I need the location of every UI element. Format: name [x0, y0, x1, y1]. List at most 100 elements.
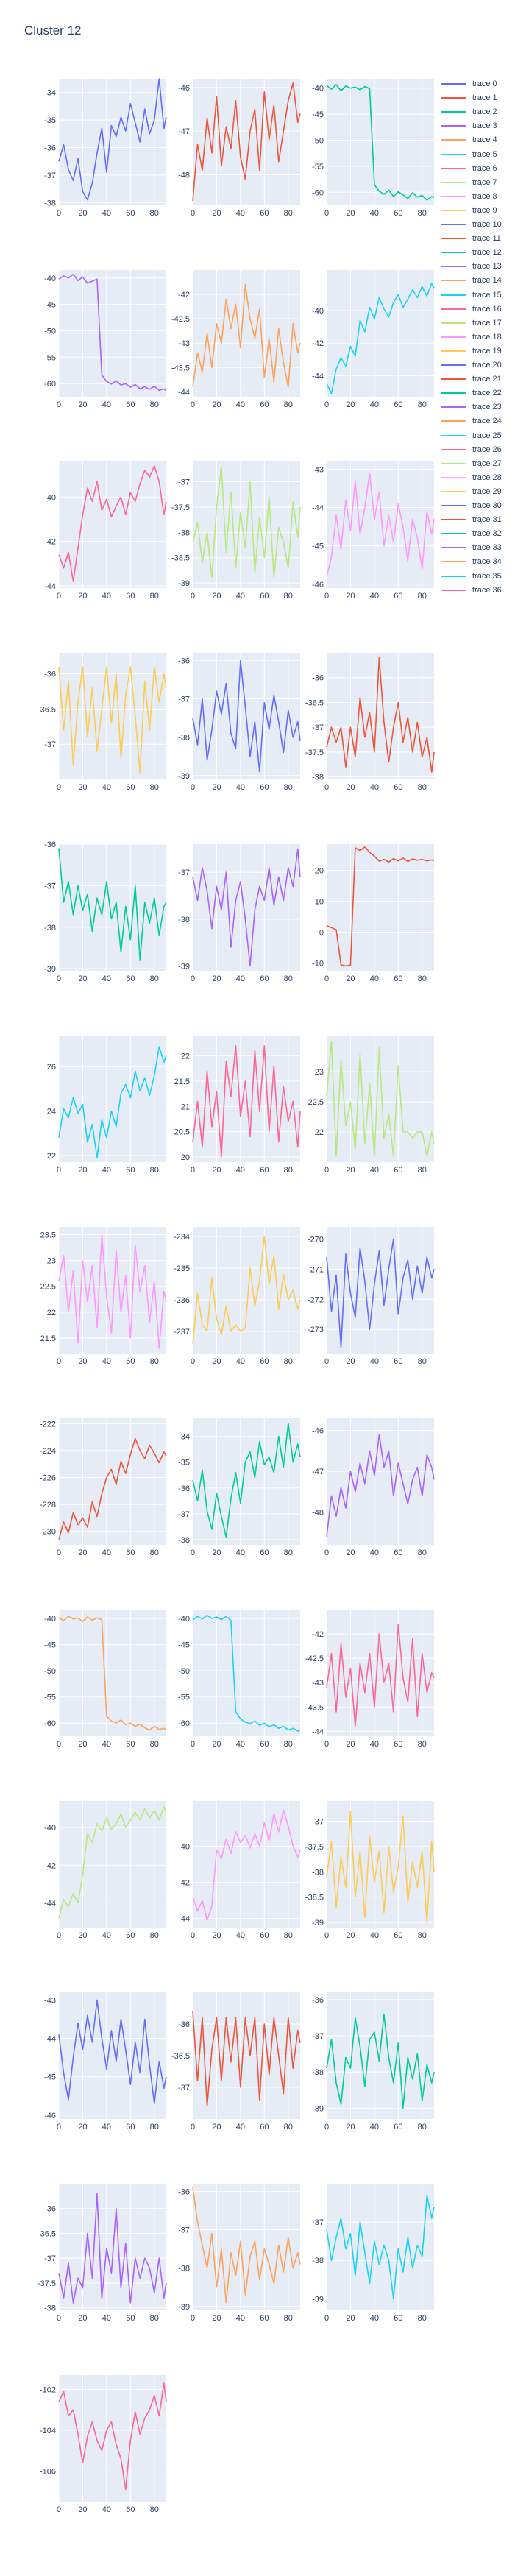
- legend-item[interactable]: trace 11: [441, 233, 501, 244]
- x-tick-label: 20: [78, 2505, 87, 2514]
- series-line-trace-33: [58, 2193, 167, 2304]
- legend-label: trace 23: [472, 403, 502, 412]
- x-tick-label: 80: [284, 783, 293, 792]
- y-tick-label: -44: [44, 2035, 56, 2044]
- plot-area: [59, 79, 166, 205]
- legend-item[interactable]: trace 23: [441, 402, 502, 412]
- y-tick-label: -38.5: [171, 554, 190, 563]
- y-tick-label: 10: [315, 898, 324, 907]
- y-tick-label: -60: [44, 380, 56, 389]
- legend-item[interactable]: trace 31: [441, 514, 502, 525]
- legend-item[interactable]: trace 2: [441, 107, 497, 117]
- legend-item[interactable]: trace 15: [441, 290, 502, 300]
- y-tick-label: -44: [44, 582, 56, 591]
- legend-item[interactable]: trace 13: [441, 261, 502, 272]
- y-tick-label: -55: [312, 163, 324, 171]
- subplot-34: 0 20 40 60 80 -39 -38 -37 -36: [178, 2184, 301, 2323]
- x-tick-label: 60: [260, 400, 269, 409]
- legend-item[interactable]: trace 21: [441, 374, 502, 384]
- legend-item[interactable]: trace 34: [441, 556, 502, 567]
- legend-item[interactable]: trace 30: [441, 500, 502, 511]
- y-tick-label: -38: [178, 2265, 190, 2274]
- x-tick-label: 40: [370, 783, 379, 792]
- x-tick-label: 0: [191, 974, 195, 983]
- legend-item[interactable]: trace 26: [441, 445, 502, 455]
- x-tick-label: 60: [126, 400, 135, 409]
- subplot-8: 0 20 40 60 80 -46 -45 -44 -43: [312, 461, 435, 601]
- legend-item[interactable]: trace 12: [441, 247, 502, 258]
- legend-item[interactable]: trace 17: [441, 318, 502, 328]
- legend-item[interactable]: trace 9: [441, 205, 497, 216]
- legend-item[interactable]: trace 24: [441, 416, 502, 426]
- x-tick-label: 60: [394, 1931, 402, 1940]
- y-tick-label: -44: [178, 388, 190, 397]
- y-tick-label: 20.5: [174, 1128, 190, 1137]
- legend-item[interactable]: trace 0: [441, 79, 497, 89]
- x-tick-label: 0: [324, 1549, 329, 1557]
- legend-item[interactable]: trace 33: [441, 542, 502, 553]
- y-tick-label: -44: [312, 372, 324, 381]
- y-tick-label: 23.5: [40, 1231, 56, 1240]
- legend-item[interactable]: trace 1: [441, 93, 497, 103]
- legend-item[interactable]: trace 4: [441, 135, 497, 145]
- legend-item[interactable]: trace 29: [441, 486, 502, 497]
- x-tick-label: 20: [212, 592, 221, 601]
- y-tick-label: -44: [178, 1915, 190, 1924]
- x-tick-label: 80: [418, 1549, 427, 1557]
- x-tick-label: 0: [57, 2314, 61, 2323]
- plot-area: [327, 1418, 434, 1545]
- legend-item[interactable]: trace 18: [441, 332, 502, 342]
- legend-item[interactable]: trace 16: [441, 304, 502, 314]
- x-tick-label: 20: [346, 1740, 355, 1749]
- subplot-32: 0 20 40 60 80 -39 -38 -37 -36: [312, 1992, 435, 2131]
- x-tick-label: 20: [346, 1549, 355, 1557]
- legend-item[interactable]: trace 7: [441, 177, 497, 188]
- legend-item[interactable]: trace 28: [441, 473, 502, 483]
- legend-item[interactable]: trace 10: [441, 219, 502, 230]
- legend-item[interactable]: trace 20: [441, 360, 502, 370]
- x-tick-label: 40: [102, 1166, 111, 1175]
- legend-item[interactable]: trace 14: [441, 275, 502, 286]
- x-tick-label: 80: [284, 1549, 293, 1557]
- x-tick-label: 40: [102, 1740, 111, 1749]
- x-tick-label: 0: [191, 400, 195, 409]
- x-tick-label: 40: [370, 209, 379, 218]
- series-line-trace-15: [58, 1046, 167, 1158]
- y-tick-label: 20: [315, 867, 324, 876]
- series-line-trace-36: [58, 2382, 167, 2491]
- legend-item[interactable]: trace 6: [441, 163, 497, 174]
- x-tick-label: 40: [236, 209, 245, 218]
- legend-item[interactable]: trace 3: [441, 121, 497, 131]
- legend-item[interactable]: trace 19: [441, 346, 502, 356]
- x-tick-label: 80: [284, 592, 293, 601]
- series-line-trace-27: [58, 1805, 167, 1919]
- series-line-trace-34: [192, 2187, 301, 2304]
- legend-item[interactable]: trace 8: [441, 191, 497, 202]
- legend-item[interactable]: trace 27: [441, 459, 502, 469]
- legend-item[interactable]: trace 32: [441, 528, 502, 539]
- legend-item[interactable]: trace 35: [441, 571, 502, 581]
- legend-swatch: [441, 392, 466, 394]
- series-line-trace-1: [192, 82, 301, 202]
- legend-item[interactable]: trace 5: [441, 149, 497, 160]
- x-tick-label: 60: [394, 2123, 402, 2131]
- legend-swatch: [441, 252, 466, 254]
- x-tick-label: 60: [394, 400, 402, 409]
- legend-item[interactable]: trace 25: [441, 431, 502, 441]
- legend-item[interactable]: trace 22: [441, 388, 502, 398]
- y-tick-label: -37: [44, 882, 56, 891]
- x-tick-label: 80: [284, 1166, 293, 1175]
- y-tick-label: -38: [312, 2068, 324, 2077]
- series-line-trace-3: [58, 273, 167, 392]
- legend-item[interactable]: trace 36: [441, 585, 502, 595]
- x-tick-label: 60: [260, 1740, 269, 1749]
- y-tick-label: 21.5: [174, 1078, 190, 1086]
- y-tick-label: -60: [44, 1719, 56, 1728]
- y-tick-label: -226: [40, 1474, 56, 1483]
- y-tick-label: -38: [178, 916, 190, 924]
- x-tick-label: 80: [150, 2505, 159, 2514]
- x-tick-label: 80: [284, 2123, 293, 2131]
- x-tick-label: 80: [150, 209, 159, 218]
- x-tick-label: 0: [191, 1166, 195, 1175]
